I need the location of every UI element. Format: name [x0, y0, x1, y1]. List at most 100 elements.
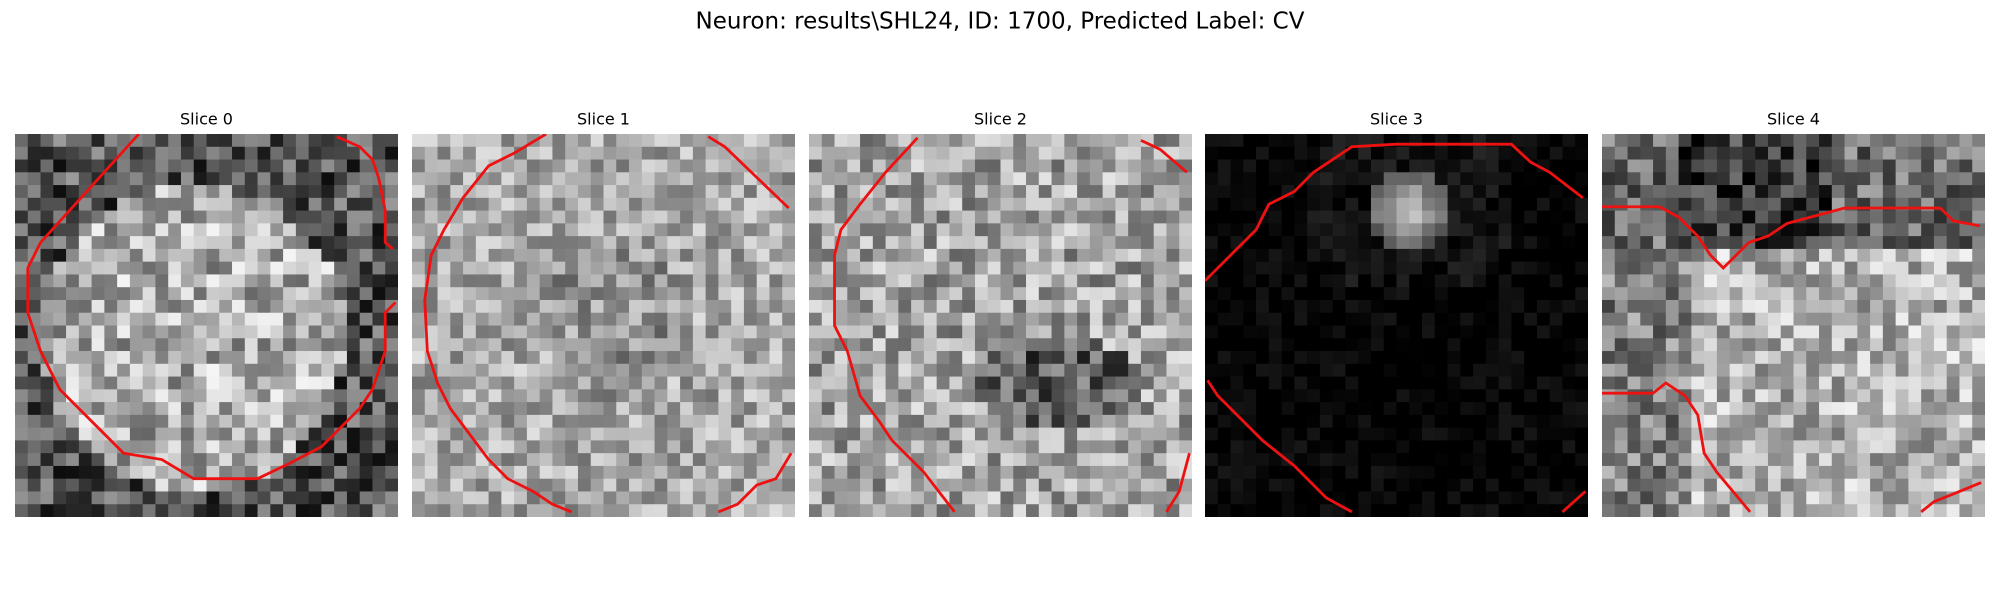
pixel: [1268, 325, 1282, 339]
pixel: [1806, 478, 1820, 492]
pixel: [1115, 440, 1129, 454]
pixel: [1767, 312, 1782, 326]
pixel: [616, 389, 630, 403]
pixel: [1485, 414, 1500, 429]
pixel: [974, 440, 989, 454]
pixel: [488, 248, 502, 263]
pixel: [450, 440, 464, 454]
pixel: [359, 491, 373, 505]
pixel: [667, 491, 681, 505]
pixel: [1434, 414, 1448, 429]
pixel: [590, 312, 604, 326]
pixel: [1653, 427, 1667, 441]
pixel: [1179, 261, 1192, 275]
pixel: [1281, 402, 1295, 416]
pixel: [1767, 440, 1782, 454]
pixel: [1345, 287, 1359, 301]
pixel: [514, 491, 528, 505]
pixel: [962, 389, 976, 403]
pixel: [283, 491, 297, 505]
pixel: [1281, 504, 1295, 517]
pixel: [78, 338, 92, 352]
pixel: [514, 338, 528, 352]
pixel: [412, 414, 426, 429]
pixel: [180, 478, 195, 492]
pixel: [1026, 351, 1040, 365]
pixel: [1895, 465, 1909, 480]
pixel: [91, 274, 105, 288]
pixel: [1268, 274, 1282, 288]
pixel: [232, 236, 246, 250]
pixel: [936, 453, 950, 467]
pixel: [232, 491, 246, 505]
pixel: [872, 197, 886, 211]
pixel: [1627, 351, 1641, 365]
pixel: [129, 376, 144, 390]
pixel: [731, 299, 745, 314]
pixel: [78, 440, 92, 454]
pixel: [27, 351, 41, 365]
pixel: [1767, 210, 1782, 224]
pixel: [1653, 274, 1667, 288]
pixel: [616, 351, 630, 365]
pixel: [1870, 414, 1884, 429]
pixel: [1051, 223, 1065, 237]
pixel: [1921, 414, 1935, 429]
pixel: [1230, 465, 1244, 480]
pixel: [346, 248, 361, 263]
pixel: [1819, 465, 1833, 480]
pixel: [437, 414, 451, 429]
pixel: [308, 402, 322, 416]
pixel: [911, 299, 925, 314]
pixel: [1128, 363, 1142, 377]
pixel: [809, 197, 823, 211]
pixel: [1498, 363, 1512, 377]
pixel: [743, 414, 758, 429]
pixel: [1704, 504, 1718, 517]
pixel: [1946, 274, 1960, 288]
pixel: [577, 210, 592, 224]
pixel: [1831, 402, 1845, 416]
pixel: [193, 414, 207, 429]
pixel: [1319, 351, 1334, 365]
pixel: [450, 376, 464, 390]
pixel: [91, 376, 105, 390]
pixel: [654, 402, 668, 416]
pixel: [1307, 376, 1321, 390]
pixel: [1602, 172, 1616, 186]
pixel: [219, 363, 233, 377]
pixel: [911, 172, 925, 186]
pixel: [1409, 325, 1423, 339]
pixel: [680, 478, 694, 492]
pixel: [1806, 274, 1820, 288]
pixel: [1000, 134, 1014, 148]
pixel: [1422, 414, 1436, 429]
pixel: [1857, 465, 1871, 480]
pixel: [501, 338, 515, 352]
pixel: [603, 465, 617, 480]
pixel: [1831, 427, 1845, 441]
pixel: [1383, 223, 1397, 237]
pixel: [1026, 248, 1040, 263]
pixel: [1268, 376, 1282, 390]
pixel: [847, 287, 861, 301]
pixel: [270, 185, 284, 199]
pixel: [1013, 261, 1027, 275]
pixel: [1332, 351, 1346, 365]
pixel: [40, 453, 54, 467]
pixel: [872, 312, 886, 326]
pixel: [743, 312, 758, 326]
pixel: [1716, 389, 1731, 403]
pixel: [1716, 376, 1731, 390]
pixel: [1946, 363, 1960, 377]
panel-title: Slice 2: [974, 110, 1027, 129]
pixel: [359, 338, 373, 352]
pixel: [834, 172, 848, 186]
pixel: [1895, 414, 1909, 429]
pixel: [1498, 504, 1512, 517]
pixel: [257, 172, 271, 186]
pixel: [1627, 159, 1641, 173]
pixel: [1793, 338, 1807, 352]
pixel: [1358, 223, 1372, 237]
pixel: [641, 440, 655, 454]
